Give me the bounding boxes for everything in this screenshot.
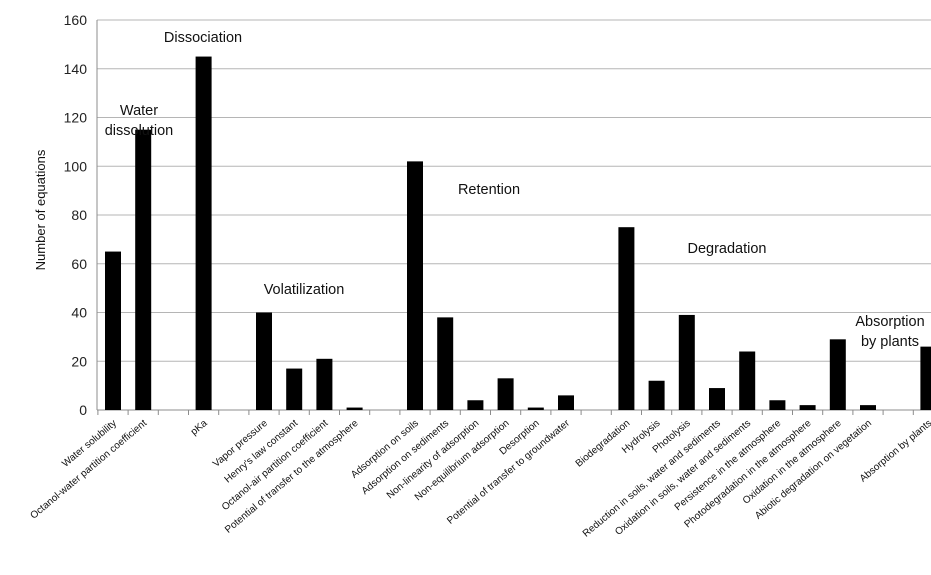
gridlines [97,19,931,362]
bar [769,400,786,410]
bar [799,405,816,410]
bar [316,358,333,410]
group-annotation: Retention [458,182,520,198]
x-category-label: Octanol-water partition coefficient [29,418,150,522]
group-annotation-line: by plants [861,334,919,350]
bar [195,56,212,410]
y-tick-label: 40 [71,305,87,321]
x-category-label: pKa [189,418,210,438]
y-tick-label: 120 [64,110,88,126]
bar [497,378,514,410]
bar [709,388,725,410]
bar [527,407,544,410]
group-annotation-line: Dissociation [164,30,242,46]
group-annotation-line: Volatilization [264,282,345,298]
group-annotation: Absorption by plants [855,314,924,350]
y-tick-label: 0 [79,402,87,418]
group-annotation: Degradation [688,241,767,257]
group-annotation-line: Absorption [855,314,924,330]
y-tick-label: 60 [71,256,87,272]
group-annotations: Water dissolution Dissociation Volatilizati… [105,30,925,350]
bar [135,129,152,410]
y-tick-label: 160 [64,12,88,28]
bar [346,407,363,410]
group-annotation: Dissociation [164,30,242,46]
bars [105,56,931,410]
y-axis-title: Number of equations [33,149,48,270]
group-annotation: Water dissolution [105,103,174,139]
y-tick-label: 80 [71,207,87,223]
group-annotation-line: Retention [458,182,520,198]
bar [256,312,272,410]
bar [618,227,635,410]
bar [678,314,695,410]
bar [286,368,303,410]
bar [739,351,756,410]
group-annotation-line: Water [120,103,158,119]
bar [648,380,665,410]
y-tick-labels: 0 20 40 60 80 100 120 140 160 [64,12,88,418]
y-tick-label: 100 [64,158,88,174]
bar [860,405,876,410]
bar [407,161,423,410]
bar [437,317,454,410]
axes [96,20,931,415]
group-annotation-line: dissolution [105,123,174,139]
group-annotation-line: Degradation [688,241,767,257]
y-tick-label: 140 [64,61,88,77]
bar [467,400,484,410]
bar [920,346,931,410]
group-annotation: Volatilization [264,282,345,298]
y-tick-label: 20 [71,353,87,369]
bar [829,339,846,410]
bar [558,395,574,410]
bar [105,251,121,410]
